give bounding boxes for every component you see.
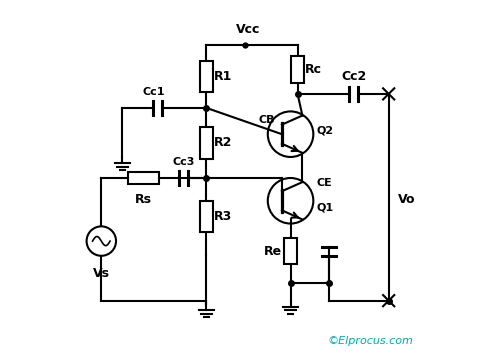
Text: Vo: Vo	[398, 193, 415, 205]
Text: Rc: Rc	[305, 63, 322, 76]
Text: Cc2: Cc2	[341, 70, 366, 83]
Text: Q1: Q1	[317, 203, 334, 213]
Text: Q2: Q2	[317, 126, 334, 136]
Text: R1: R1	[214, 70, 233, 83]
Bar	[291, 56, 304, 83]
Bar	[200, 201, 213, 232]
Text: R3: R3	[214, 210, 233, 223]
Text: Rs: Rs	[135, 193, 152, 206]
Bar	[200, 61, 213, 92]
Text: Re: Re	[264, 245, 282, 258]
Text: CB: CB	[258, 115, 275, 125]
Text: Cc1: Cc1	[143, 87, 165, 97]
Text: R2: R2	[214, 136, 233, 150]
Bar	[284, 238, 297, 265]
Bar	[128, 172, 159, 184]
Text: CE: CE	[317, 178, 332, 188]
Text: Vcc: Vcc	[236, 23, 261, 36]
Text: Vs: Vs	[93, 267, 110, 281]
Bar	[200, 127, 213, 159]
Text: Cc3: Cc3	[172, 157, 195, 167]
Text: ©Elprocus.com: ©Elprocus.com	[328, 336, 413, 346]
